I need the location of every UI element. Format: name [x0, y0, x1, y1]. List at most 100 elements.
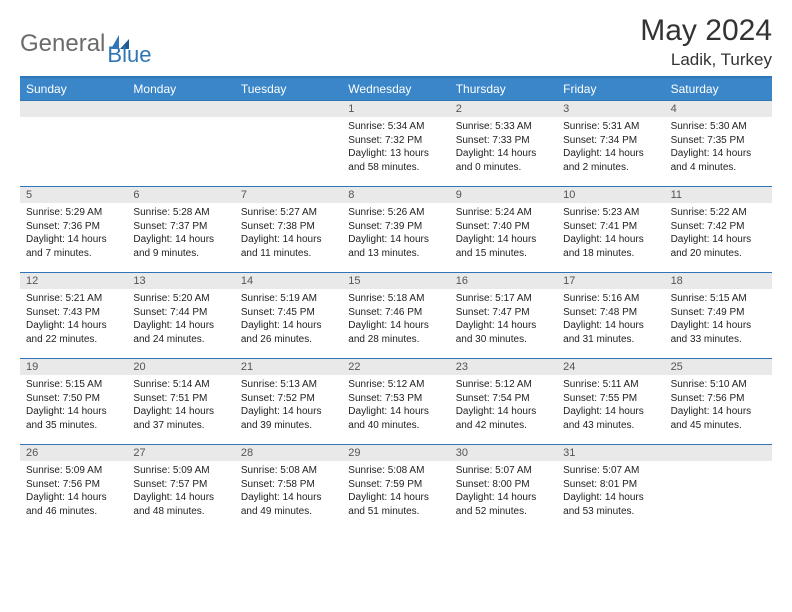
- calendar-cell: 20Sunrise: 5:14 AMSunset: 7:51 PMDayligh…: [127, 359, 234, 444]
- daylight-text: Daylight: 14 hours and 24 minutes.: [133, 319, 228, 346]
- sunrise-text: Sunrise: 5:08 AM: [348, 464, 443, 478]
- weekday-col: Wednesday: [342, 78, 449, 100]
- sunset-text: Sunset: 7:57 PM: [133, 478, 228, 492]
- calendar-cell: 23Sunrise: 5:12 AMSunset: 7:54 PMDayligh…: [450, 359, 557, 444]
- sunrise-text: Sunrise: 5:07 AM: [563, 464, 658, 478]
- day-details: Sunrise: 5:13 AMSunset: 7:52 PMDaylight:…: [235, 375, 342, 434]
- day-number: 9: [450, 187, 557, 203]
- day-number: 6: [127, 187, 234, 203]
- calendar-cell: 5Sunrise: 5:29 AMSunset: 7:36 PMDaylight…: [20, 187, 127, 272]
- sunset-text: Sunset: 7:42 PM: [671, 220, 766, 234]
- day-details: Sunrise: 5:34 AMSunset: 7:32 PMDaylight:…: [342, 117, 449, 176]
- calendar-cell: 18Sunrise: 5:15 AMSunset: 7:49 PMDayligh…: [665, 273, 772, 358]
- day-details: Sunrise: 5:28 AMSunset: 7:37 PMDaylight:…: [127, 203, 234, 262]
- calendar-cell: 15Sunrise: 5:18 AMSunset: 7:46 PMDayligh…: [342, 273, 449, 358]
- day-details: Sunrise: 5:08 AMSunset: 7:58 PMDaylight:…: [235, 461, 342, 520]
- sunrise-text: Sunrise: 5:15 AM: [26, 378, 121, 392]
- calendar-cell: 19Sunrise: 5:15 AMSunset: 7:50 PMDayligh…: [20, 359, 127, 444]
- day-number: 26: [20, 445, 127, 461]
- calendar-cell: 28Sunrise: 5:08 AMSunset: 7:58 PMDayligh…: [235, 445, 342, 530]
- sunrise-text: Sunrise: 5:19 AM: [241, 292, 336, 306]
- day-number: 24: [557, 359, 664, 375]
- day-number: 17: [557, 273, 664, 289]
- sunrise-text: Sunrise: 5:31 AM: [563, 120, 658, 134]
- sunrise-text: Sunrise: 5:12 AM: [456, 378, 551, 392]
- sunset-text: Sunset: 7:48 PM: [563, 306, 658, 320]
- sunrise-text: Sunrise: 5:21 AM: [26, 292, 121, 306]
- day-number: 28: [235, 445, 342, 461]
- day-number: 8: [342, 187, 449, 203]
- sunrise-text: Sunrise: 5:12 AM: [348, 378, 443, 392]
- sunrise-text: Sunrise: 5:08 AM: [241, 464, 336, 478]
- calendar-cell: 6Sunrise: 5:28 AMSunset: 7:37 PMDaylight…: [127, 187, 234, 272]
- daylight-text: Daylight: 14 hours and 53 minutes.: [563, 491, 658, 518]
- day-details: Sunrise: 5:07 AMSunset: 8:00 PMDaylight:…: [450, 461, 557, 520]
- weekday-col: Tuesday: [235, 78, 342, 100]
- sunrise-text: Sunrise: 5:15 AM: [671, 292, 766, 306]
- sunset-text: Sunset: 7:52 PM: [241, 392, 336, 406]
- sunset-text: Sunset: 7:55 PM: [563, 392, 658, 406]
- day-details: Sunrise: 5:09 AMSunset: 7:56 PMDaylight:…: [20, 461, 127, 520]
- day-details: Sunrise: 5:27 AMSunset: 7:38 PMDaylight:…: [235, 203, 342, 262]
- day-details: Sunrise: 5:22 AMSunset: 7:42 PMDaylight:…: [665, 203, 772, 262]
- daylight-text: Daylight: 14 hours and 2 minutes.: [563, 147, 658, 174]
- calendar-cell: 29Sunrise: 5:08 AMSunset: 7:59 PMDayligh…: [342, 445, 449, 530]
- weekday-col: Monday: [127, 78, 234, 100]
- sunset-text: Sunset: 7:36 PM: [26, 220, 121, 234]
- calendar-week: 1Sunrise: 5:34 AMSunset: 7:32 PMDaylight…: [20, 100, 772, 186]
- sunset-text: Sunset: 7:35 PM: [671, 134, 766, 148]
- daylight-text: Daylight: 14 hours and 0 minutes.: [456, 147, 551, 174]
- sunrise-text: Sunrise: 5:34 AM: [348, 120, 443, 134]
- sunset-text: Sunset: 7:39 PM: [348, 220, 443, 234]
- logo-text-general: General: [20, 30, 105, 58]
- day-details: Sunrise: 5:16 AMSunset: 7:48 PMDaylight:…: [557, 289, 664, 348]
- day-details: Sunrise: 5:26 AMSunset: 7:39 PMDaylight:…: [342, 203, 449, 262]
- sunrise-text: Sunrise: 5:13 AM: [241, 378, 336, 392]
- day-details: Sunrise: 5:18 AMSunset: 7:46 PMDaylight:…: [342, 289, 449, 348]
- day-number: 27: [127, 445, 234, 461]
- calendar-grid: 1Sunrise: 5:34 AMSunset: 7:32 PMDaylight…: [20, 100, 772, 530]
- sunset-text: Sunset: 7:46 PM: [348, 306, 443, 320]
- calendar-cell: 26Sunrise: 5:09 AMSunset: 7:56 PMDayligh…: [20, 445, 127, 530]
- sunset-text: Sunset: 7:50 PM: [26, 392, 121, 406]
- sunset-text: Sunset: 7:33 PM: [456, 134, 551, 148]
- day-details: Sunrise: 5:17 AMSunset: 7:47 PMDaylight:…: [450, 289, 557, 348]
- sunrise-text: Sunrise: 5:22 AM: [671, 206, 766, 220]
- calendar-cell: 11Sunrise: 5:22 AMSunset: 7:42 PMDayligh…: [665, 187, 772, 272]
- sunset-text: Sunset: 7:34 PM: [563, 134, 658, 148]
- calendar-cell: 17Sunrise: 5:16 AMSunset: 7:48 PMDayligh…: [557, 273, 664, 358]
- day-number: 15: [342, 273, 449, 289]
- day-details: Sunrise: 5:07 AMSunset: 8:01 PMDaylight:…: [557, 461, 664, 520]
- day-number: 14: [235, 273, 342, 289]
- sunset-text: Sunset: 7:40 PM: [456, 220, 551, 234]
- sunset-text: Sunset: 7:58 PM: [241, 478, 336, 492]
- sunset-text: Sunset: 7:37 PM: [133, 220, 228, 234]
- day-number: 21: [235, 359, 342, 375]
- calendar-cell: 9Sunrise: 5:24 AMSunset: 7:40 PMDaylight…: [450, 187, 557, 272]
- calendar-cell: 25Sunrise: 5:10 AMSunset: 7:56 PMDayligh…: [665, 359, 772, 444]
- sunset-text: Sunset: 7:53 PM: [348, 392, 443, 406]
- sunset-text: Sunset: 8:00 PM: [456, 478, 551, 492]
- sunset-text: Sunset: 7:56 PM: [671, 392, 766, 406]
- sunset-text: Sunset: 7:45 PM: [241, 306, 336, 320]
- sunrise-text: Sunrise: 5:26 AM: [348, 206, 443, 220]
- sunrise-text: Sunrise: 5:14 AM: [133, 378, 228, 392]
- weekday-col: Friday: [557, 78, 664, 100]
- day-number: [127, 101, 234, 117]
- sunrise-text: Sunrise: 5:27 AM: [241, 206, 336, 220]
- day-number: 30: [450, 445, 557, 461]
- sunset-text: Sunset: 7:32 PM: [348, 134, 443, 148]
- day-number: 29: [342, 445, 449, 461]
- sunset-text: Sunset: 7:47 PM: [456, 306, 551, 320]
- sunrise-text: Sunrise: 5:16 AM: [563, 292, 658, 306]
- sunset-text: Sunset: 7:43 PM: [26, 306, 121, 320]
- day-details: Sunrise: 5:21 AMSunset: 7:43 PMDaylight:…: [20, 289, 127, 348]
- calendar-week: 12Sunrise: 5:21 AMSunset: 7:43 PMDayligh…: [20, 272, 772, 358]
- day-details: Sunrise: 5:15 AMSunset: 7:50 PMDaylight:…: [20, 375, 127, 434]
- day-details: Sunrise: 5:31 AMSunset: 7:34 PMDaylight:…: [557, 117, 664, 176]
- daylight-text: Daylight: 14 hours and 4 minutes.: [671, 147, 766, 174]
- sunrise-text: Sunrise: 5:29 AM: [26, 206, 121, 220]
- calendar-week: 26Sunrise: 5:09 AMSunset: 7:56 PMDayligh…: [20, 444, 772, 530]
- sunset-text: Sunset: 7:51 PM: [133, 392, 228, 406]
- daylight-text: Daylight: 14 hours and 39 minutes.: [241, 405, 336, 432]
